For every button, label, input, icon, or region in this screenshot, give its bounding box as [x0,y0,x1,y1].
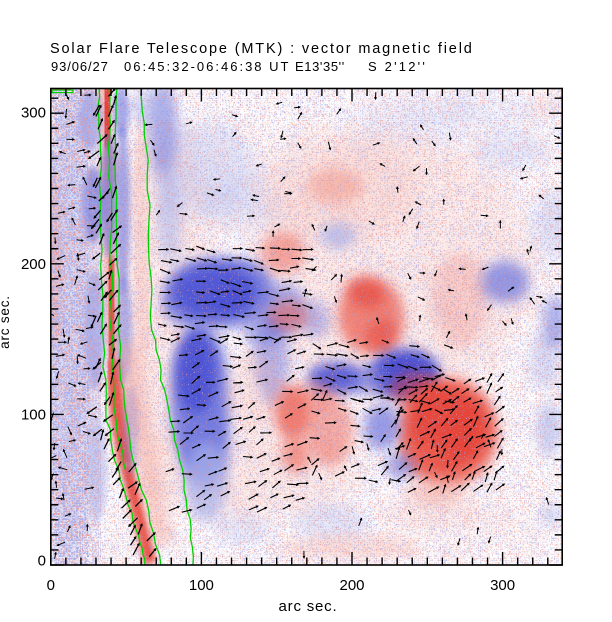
svg-text:0: 0 [38,553,46,570]
svg-text:300: 300 [21,105,46,122]
svg-text:S 2'12'': S 2'12'' [368,59,427,74]
svg-text:100: 100 [21,406,46,423]
svg-text:300: 300 [490,577,515,594]
svg-text:arc sec.: arc sec. [0,295,12,349]
svg-text:06:45:32-06:46:38 UT: 06:45:32-06:46:38 UT [124,59,290,74]
svg-text:93/06/27: 93/06/27 [51,59,109,74]
svg-text:Solar Flare Telescope (MTK) :: Solar Flare Telescope (MTK) : vector mag… [50,41,474,57]
svg-text:arc sec.: arc sec. [279,598,338,615]
svg-text:E13'35'': E13'35'' [295,59,345,74]
svg-text:100: 100 [189,577,214,594]
svg-text:0: 0 [47,577,55,594]
svg-text:200: 200 [339,577,364,594]
svg-text:200: 200 [21,256,46,273]
